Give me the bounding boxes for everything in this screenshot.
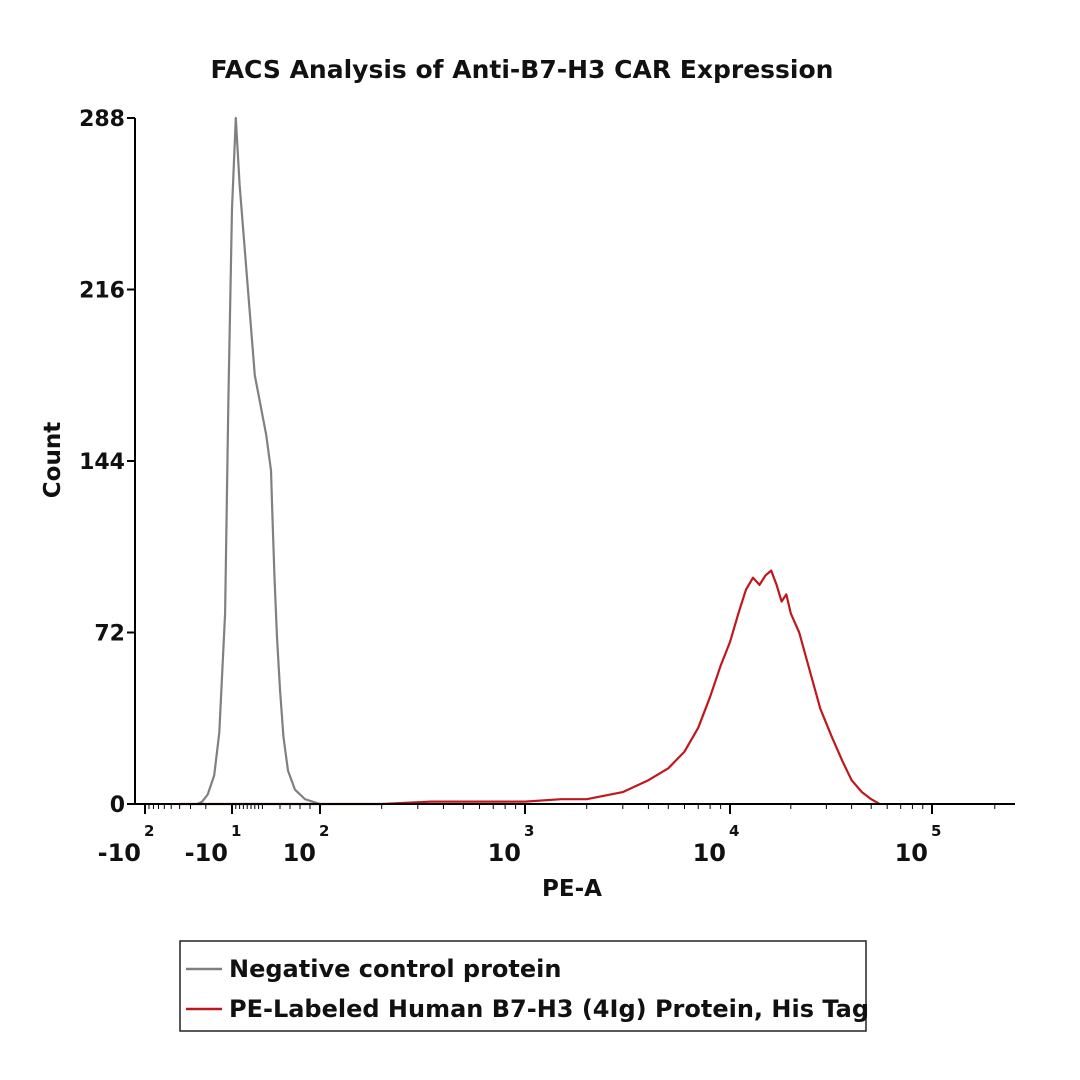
legend-label: Negative control protein [229,955,561,983]
x-tick-label: 105 [895,822,942,867]
legend-box [179,940,867,1032]
x-tick-exponent: 4 [729,822,739,840]
legend: Negative control protein PE-Labeled Human… [179,940,869,1032]
x-tick-exponent: 2 [144,822,154,840]
x-tick-base: -10 [98,839,141,867]
y-tick-label: 0 [110,793,125,818]
x-tick-base: 10 [693,839,726,867]
chart-title: FACS Analysis of Anti-B7-H3 CAR Expressi… [211,55,834,84]
x-tick-exponent: 3 [524,822,534,840]
x-tick-label: 103 [488,822,535,867]
x-tick-label: -102 [98,822,155,867]
x-tick-base: 10 [283,839,316,867]
x-axis-label: PE-A [542,876,602,902]
x-tick-label: 104 [693,822,740,867]
x-tick-base: 10 [488,839,521,867]
x-tick-base: -10 [185,839,228,867]
y-tick-label: 144 [79,450,125,475]
x-tick-exponent: 5 [931,822,941,840]
series-line-2 [178,569,881,806]
y-tick-label: 288 [79,107,125,132]
series-line-1 [196,116,322,806]
x-tick-exponent: 2 [319,822,329,840]
y-tick-label: 216 [79,279,125,304]
x-tick-base: 10 [895,839,928,867]
x-tick-label: 102 [283,822,330,867]
series-layer [178,116,881,806]
x-tick-label: -101 [185,822,242,867]
y-tick-label: 72 [94,622,125,647]
legend-label: PE-Labeled Human B7-H3 (4Ig) Protein, Hi… [229,995,869,1023]
y-axis-label: Count [40,422,66,498]
x-tick-exponent: 1 [231,822,241,840]
